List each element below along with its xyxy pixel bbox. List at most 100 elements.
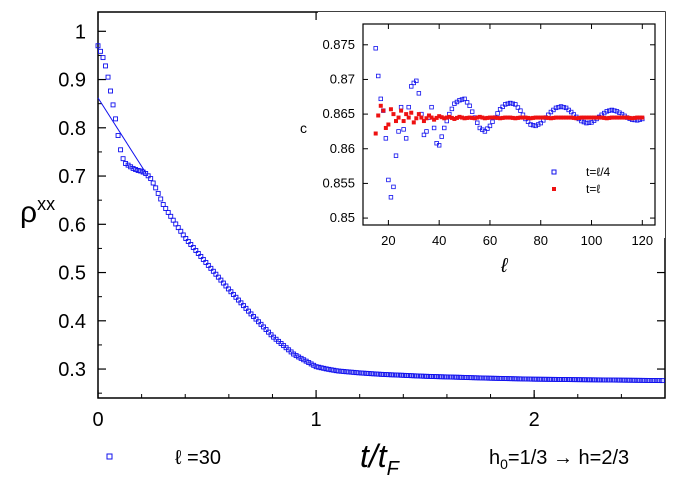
data-point bbox=[449, 374, 455, 380]
inset-point-blue bbox=[604, 109, 609, 114]
inset-point-red bbox=[406, 115, 411, 120]
inset-point-blue bbox=[393, 153, 399, 158]
data-point bbox=[218, 277, 224, 283]
inset-point-blue bbox=[429, 104, 434, 110]
inset-point-red bbox=[444, 115, 449, 120]
data-point bbox=[516, 376, 522, 382]
data-point bbox=[178, 228, 184, 234]
inset-point-red bbox=[470, 115, 475, 120]
data-point bbox=[230, 292, 236, 297]
main-tick-labels: 0 1 2 0.3 0.4 0.5 0.6 0.7 0.8 0.9 1 bbox=[58, 21, 540, 431]
x-tick-label: 1 bbox=[311, 409, 322, 431]
data-point bbox=[627, 377, 633, 383]
data-point bbox=[479, 375, 485, 381]
inset-point-red bbox=[538, 115, 543, 120]
data-point bbox=[501, 376, 507, 381]
data-point bbox=[358, 370, 364, 376]
inset-point-blue bbox=[584, 120, 589, 126]
inset-point-blue bbox=[457, 98, 462, 103]
data-point bbox=[657, 378, 663, 384]
inset-point-red bbox=[637, 115, 642, 120]
data-point bbox=[399, 372, 404, 378]
inset-point-blue bbox=[553, 105, 559, 111]
inset-point-blue bbox=[436, 143, 442, 148]
data-point bbox=[336, 368, 342, 374]
data-point bbox=[484, 375, 490, 381]
data-point bbox=[138, 168, 144, 174]
data-point bbox=[180, 232, 186, 238]
data-point bbox=[348, 369, 354, 375]
inset-point-blue bbox=[609, 107, 615, 113]
data-point bbox=[431, 374, 437, 380]
data-point bbox=[378, 371, 384, 377]
inset-point-blue bbox=[569, 109, 574, 115]
inset-point-red bbox=[381, 108, 386, 113]
data-point bbox=[444, 374, 450, 380]
inset-point-blue bbox=[396, 129, 401, 134]
data-point bbox=[393, 372, 399, 378]
data-point bbox=[213, 271, 219, 277]
data-point bbox=[474, 375, 480, 381]
data-point bbox=[614, 377, 620, 383]
inset-point-red bbox=[373, 131, 378, 136]
data-point bbox=[659, 378, 665, 384]
inset-point-blue bbox=[518, 108, 523, 113]
data-point bbox=[208, 265, 214, 271]
inset-point-red bbox=[493, 115, 498, 120]
inset-point-blue bbox=[487, 123, 493, 129]
inset-point-red bbox=[480, 115, 485, 120]
inset-point-red bbox=[617, 115, 622, 120]
inset-point-red bbox=[495, 115, 500, 120]
data-point bbox=[343, 369, 349, 375]
data-point bbox=[373, 371, 379, 377]
inset-point-red bbox=[604, 116, 609, 121]
data-point bbox=[567, 377, 572, 383]
data-point bbox=[609, 377, 615, 383]
inset-point-red bbox=[594, 115, 599, 120]
inset-point-red bbox=[454, 115, 459, 120]
data-point bbox=[383, 372, 389, 378]
inset-point-blue bbox=[497, 107, 503, 112]
inset-point-red bbox=[467, 115, 472, 120]
inset-x-tick-label: 40 bbox=[432, 233, 446, 248]
data-point bbox=[619, 377, 625, 383]
inset-point-blue bbox=[525, 119, 531, 124]
inset-point-red bbox=[437, 114, 442, 119]
data-point bbox=[205, 262, 211, 268]
data-point bbox=[617, 377, 623, 383]
data-point bbox=[266, 329, 271, 335]
data-point bbox=[526, 376, 532, 382]
inset-point-red bbox=[541, 115, 546, 120]
inset-point-red bbox=[401, 119, 406, 124]
data-point bbox=[519, 376, 525, 382]
inset-point-blue bbox=[442, 125, 447, 131]
data-point bbox=[541, 376, 547, 382]
inset-point-blue bbox=[505, 101, 510, 106]
inset-point-red bbox=[460, 115, 465, 120]
inset-point-red bbox=[378, 103, 383, 108]
data-point bbox=[293, 353, 299, 359]
data-point bbox=[341, 369, 347, 374]
data-point bbox=[419, 373, 424, 379]
data-point bbox=[105, 74, 111, 80]
inset-point-red bbox=[635, 115, 640, 120]
inset-point-blue bbox=[617, 110, 622, 115]
inset-y-axis-label: c bbox=[300, 120, 307, 136]
data-point bbox=[414, 373, 419, 379]
data-point bbox=[248, 311, 254, 317]
data-point bbox=[551, 376, 557, 382]
inset-point-red bbox=[566, 115, 571, 120]
data-point bbox=[582, 377, 587, 383]
y-tick-label: 0.5 bbox=[58, 263, 86, 285]
inset-point-red bbox=[447, 114, 452, 119]
inset-point-blue bbox=[401, 127, 406, 132]
inset-point-red bbox=[528, 116, 533, 121]
data-point bbox=[306, 360, 312, 365]
data-point bbox=[612, 377, 618, 383]
x-axis-label: t/tF bbox=[360, 438, 401, 480]
inset-point-red bbox=[498, 116, 503, 121]
data-point bbox=[574, 377, 580, 383]
inset-point-blue bbox=[533, 123, 538, 129]
data-point bbox=[629, 377, 635, 383]
